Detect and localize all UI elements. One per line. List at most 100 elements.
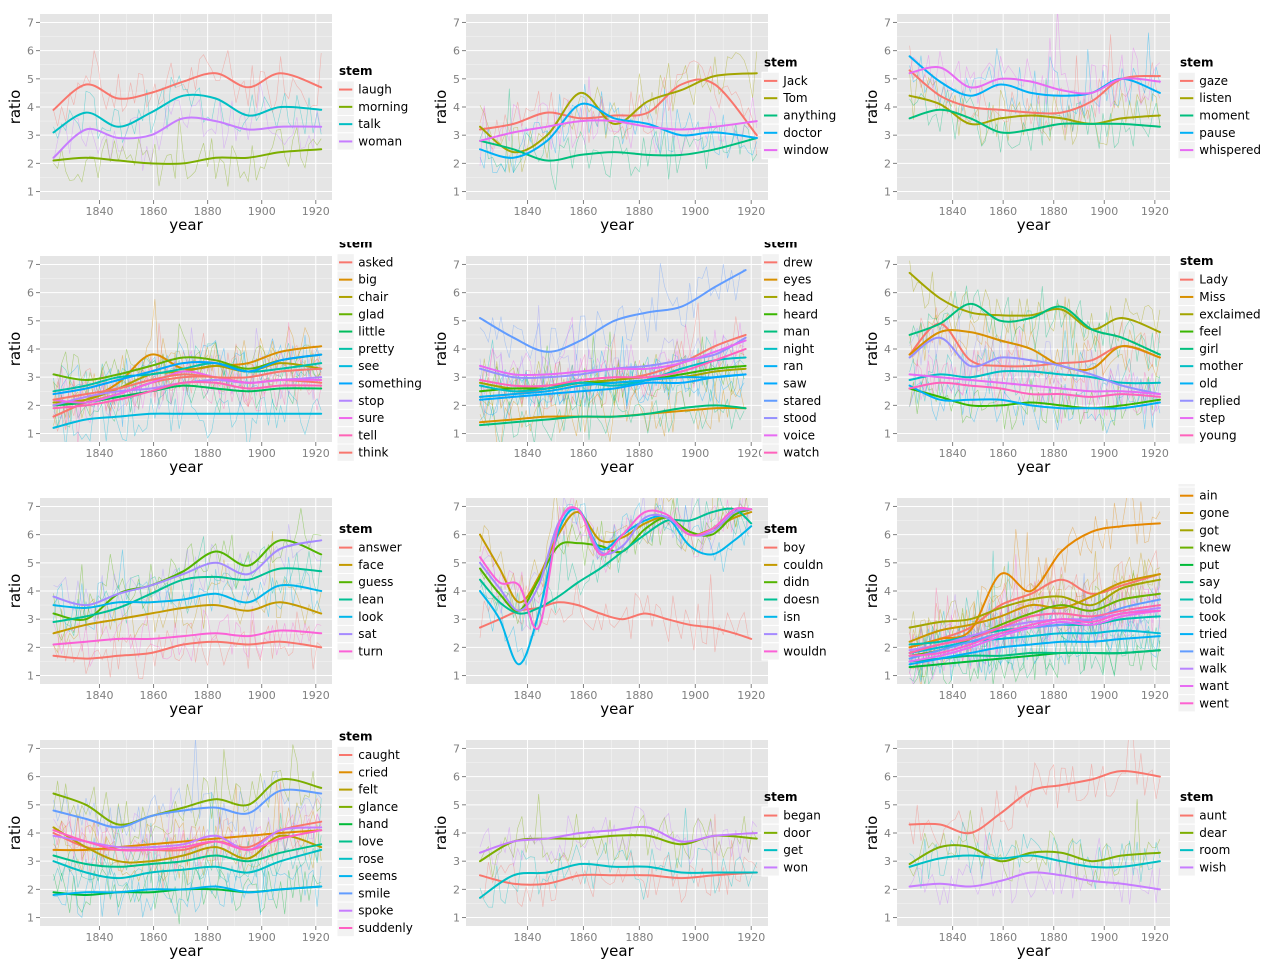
y-tick-label: 2 <box>27 883 34 896</box>
plot-lines <box>479 498 753 666</box>
raw-trace-glance <box>53 744 322 846</box>
y-tick-label: 3 <box>453 129 460 142</box>
x-tick-label: 1920 <box>302 447 330 460</box>
y-tick-label: 7 <box>453 500 460 513</box>
legend-key <box>1177 484 1196 488</box>
legend-label-door: door <box>783 826 810 840</box>
y-tick-label: 3 <box>453 613 460 626</box>
y-axis-title: ratio <box>6 90 24 125</box>
legend-label-watch: watch <box>783 446 819 460</box>
x-tick-label: 1920 <box>302 205 330 218</box>
y-axis-title: ratio <box>863 332 881 367</box>
series-line-glance <box>52 777 323 826</box>
y-tick-label: 3 <box>884 613 891 626</box>
raw-trace-room <box>909 821 1161 890</box>
y-tick-label: 7 <box>884 258 891 271</box>
legend-label-suddenly: suddenly <box>358 921 413 935</box>
legend-label-head: head <box>783 290 813 304</box>
legend-label-morning: morning <box>358 100 408 114</box>
raw-trace-aunt <box>909 740 1161 851</box>
legend-label-whispered: whispered <box>1199 143 1261 157</box>
series-line-tell <box>52 380 323 410</box>
series-line-cried <box>52 829 323 852</box>
y-tick-label: 1 <box>453 912 460 925</box>
y-tick-label: 1 <box>453 670 460 683</box>
y-axis-title: ratio <box>863 574 881 609</box>
legend-label-woman: woman <box>358 134 402 148</box>
legend-label-ain: ain <box>1199 489 1217 503</box>
chart-panel-2: 1840 1860 1880 1900 1920 1 2 3 4 5 6 7 year ratio stem… <box>432 14 836 234</box>
y-tick-label: 5 <box>27 315 34 328</box>
y-tick-label: 1 <box>27 670 34 683</box>
legend-label-seems: seems <box>358 869 397 883</box>
y-tick-label: 5 <box>453 73 460 86</box>
legend-title: stem <box>764 790 798 804</box>
y-tick-label: 5 <box>453 557 460 570</box>
raw-trace-little <box>53 366 322 428</box>
y-tick-label: 6 <box>27 771 34 784</box>
legend-label-saw: saw <box>783 376 807 390</box>
x-tick-label: 1840 <box>514 689 542 702</box>
series-line-talk <box>52 93 323 134</box>
series-line-moment <box>908 108 1161 134</box>
legend-label-dear: dear <box>1199 826 1226 840</box>
y-tick-label: 4 <box>27 827 34 840</box>
y-tick-label: 5 <box>884 315 891 328</box>
y-tick-label: 3 <box>27 371 34 384</box>
y-tick-label: 4 <box>884 585 891 598</box>
plot-lines <box>479 51 758 191</box>
series-line-wouldn <box>479 506 753 631</box>
legend-label-went: went <box>1199 696 1229 710</box>
series-line-girl <box>908 302 1161 356</box>
y-tick-label: 4 <box>27 585 34 598</box>
raw-trace-young <box>909 339 1161 424</box>
y-tick-label: 4 <box>453 101 460 114</box>
x-tick-label: 1860 <box>989 931 1017 944</box>
raw-trace-exclaimed <box>909 260 1161 346</box>
legend-label-girl: girl <box>1199 342 1218 356</box>
y-tick-label: 6 <box>884 45 891 58</box>
legend: stem afraid ain gone got knew put say told took tr… <box>1177 484 1234 712</box>
x-tick-label: 1860 <box>569 931 597 944</box>
series-line-young <box>908 381 1161 398</box>
legend-label-wish: wish <box>1199 860 1226 874</box>
legend-label-stood: stood <box>783 411 816 425</box>
series-line-answer <box>52 640 323 660</box>
legend-label-couldn: couldn <box>783 558 823 572</box>
plot-lines <box>479 793 758 908</box>
plot-lines <box>908 14 1161 153</box>
x-tick-label: 1880 <box>194 205 222 218</box>
series-line-spoke <box>52 826 323 851</box>
raw-trace-stared <box>479 263 745 377</box>
raw-trace-doesn <box>479 498 749 633</box>
y-tick-label: 3 <box>27 855 34 868</box>
x-tick-label: 1920 <box>737 205 765 218</box>
legend-label-get: get <box>783 843 803 857</box>
y-tick-label: 6 <box>453 771 460 784</box>
series-line-sure <box>52 370 323 404</box>
legend-label-pretty: pretty <box>358 342 394 356</box>
legend-label-asked: asked <box>358 255 393 269</box>
series-line-aunt <box>908 769 1161 835</box>
series-line-dear <box>908 844 1161 865</box>
x-tick-label: 1880 <box>1040 205 1068 218</box>
raw-trace-whispered <box>909 14 1161 115</box>
x-tick-label: 1900 <box>248 689 276 702</box>
series-line-window <box>479 119 758 142</box>
series-line-love <box>52 843 323 868</box>
legend-label-talk: talk <box>358 117 380 131</box>
legend-label-stared: stared <box>783 394 821 408</box>
x-tick-label: 1860 <box>569 205 597 218</box>
legend-label-young: young <box>1199 428 1236 442</box>
legend-title: stem <box>339 522 373 536</box>
x-tick-label: 1880 <box>194 931 222 944</box>
y-tick-label: 4 <box>884 101 891 114</box>
raw-trace-listen <box>909 71 1161 147</box>
legend-label-spoke: spoke <box>358 904 393 918</box>
x-axis-title: year <box>169 700 203 718</box>
y-tick-label: 2 <box>884 883 891 896</box>
legend-label-boy: boy <box>783 541 805 555</box>
chart-panel-3: 1840 1860 1880 1900 1920 1 2 3 4 5 6 7 year ratio stem… <box>863 14 1261 234</box>
x-tick-label: 1860 <box>989 447 1017 460</box>
legend-label-listen: listen <box>1199 91 1232 105</box>
